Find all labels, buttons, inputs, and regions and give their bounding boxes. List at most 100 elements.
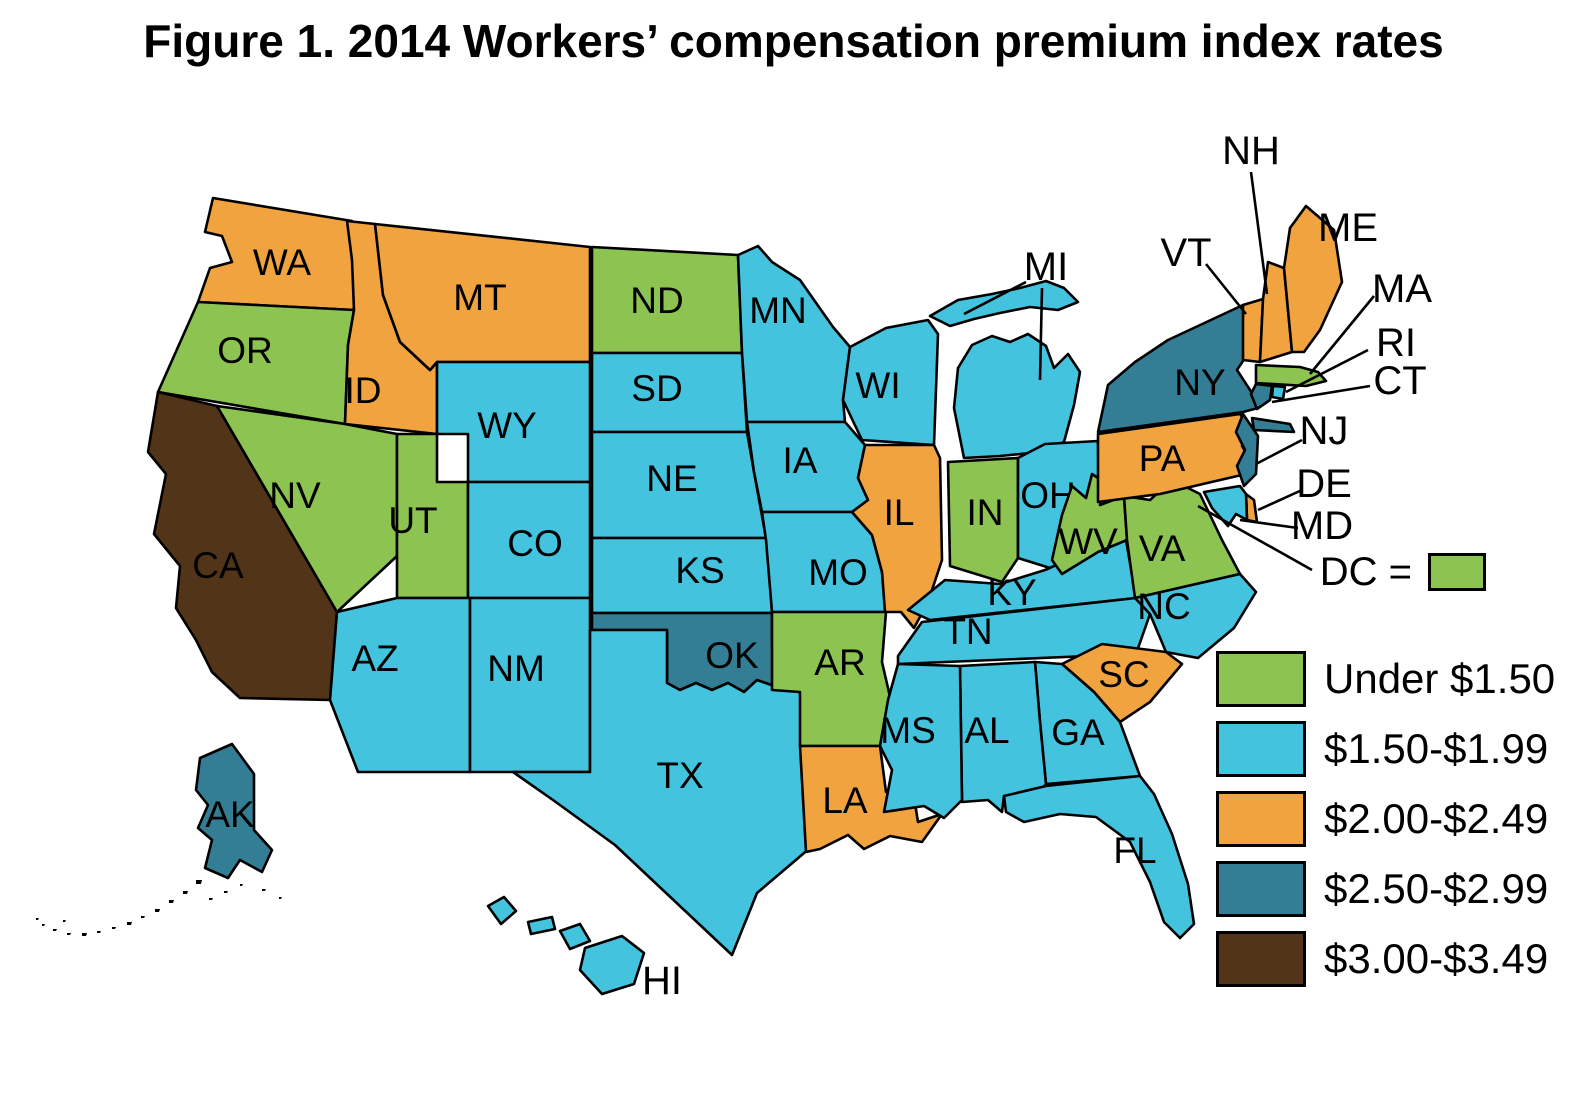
legend-item-b150_199: $1.50-$1.99	[1216, 720, 1555, 778]
state-label-mt: MT	[453, 277, 506, 318]
island-speck	[155, 909, 160, 912]
state-label-in: IN	[967, 492, 1004, 533]
state-ks: KS	[590, 536, 774, 615]
state-label-ky: KY	[987, 572, 1036, 613]
state-shape-ct	[1249, 382, 1274, 411]
callout-line-ri	[1285, 348, 1369, 394]
state-label-il: IL	[884, 492, 915, 533]
state-ms: MS	[878, 662, 964, 820]
state-label-az: AZ	[351, 638, 398, 679]
island-speck	[196, 880, 202, 884]
dc-callout-label: DC =	[1319, 549, 1412, 594]
state-label-al: AL	[964, 710, 1009, 751]
state-shape-wi	[841, 318, 940, 447]
legend-label-b150_199: $1.50-$1.99	[1324, 725, 1549, 772]
island-speck	[141, 916, 145, 918]
state-label-ak: AK	[205, 794, 255, 835]
state-label-ne: NE	[646, 458, 697, 499]
island-speck	[127, 922, 132, 925]
state-label-sd: SD	[631, 368, 682, 409]
callout-line-mi	[1038, 287, 1044, 381]
state-nm: NM	[468, 596, 592, 774]
state-va: VA	[1122, 478, 1242, 600]
callout-line-ct	[1271, 384, 1371, 404]
state-shape-ny	[1250, 416, 1296, 434]
state-shape-az	[328, 596, 472, 774]
legend: Under $1.50 $1.50-$1.99 $2.00-$2.49 $2.50-$…	[1216, 650, 1555, 1000]
legend-swatch-br300_349	[1216, 931, 1306, 987]
state-label-id: ID	[345, 370, 382, 411]
state-shape-ri	[1270, 384, 1287, 401]
island-speck	[63, 920, 66, 922]
state-label-ny: NY	[1174, 362, 1225, 403]
state-label-wy: WY	[477, 405, 537, 446]
dc-callout-swatch	[1428, 553, 1486, 591]
state-sc: SC	[1060, 642, 1184, 724]
state-shape-ak	[194, 742, 274, 880]
state-shape-mt	[373, 222, 592, 372]
callout-line-dc	[1197, 504, 1313, 572]
state-shape-hi	[578, 934, 646, 996]
state-label-wa: WA	[253, 242, 312, 283]
state-label-la: LA	[822, 780, 868, 821]
state-label-nd: ND	[630, 280, 683, 321]
island-speck	[183, 891, 188, 894]
island-speck	[240, 884, 243, 886]
state-label-va: VA	[1139, 528, 1186, 569]
state-label-ok: OK	[705, 635, 759, 676]
state-label-mn: MN	[749, 290, 807, 331]
legend-label-lt150: Under $1.50	[1324, 655, 1556, 702]
callout-label-de: DE	[1296, 462, 1352, 506]
state-label-or: OR	[217, 330, 273, 371]
state-ri	[1270, 384, 1287, 401]
state-la: LA	[798, 744, 944, 854]
state-label-ms: MS	[880, 710, 936, 751]
island-speck	[112, 927, 116, 929]
state-wa: WA	[196, 196, 356, 312]
callout-label-ri: RI	[1376, 321, 1416, 365]
state-label-fl: FL	[1113, 830, 1156, 871]
callout-label-nj: NJ	[1300, 409, 1349, 453]
state-ar: AR	[770, 610, 896, 748]
state-label-ga: GA	[1051, 712, 1105, 753]
legend-item-br300_349: $3.00-$3.49	[1216, 930, 1555, 988]
callout-line-nj	[1255, 438, 1303, 466]
state-co: CO	[466, 480, 592, 600]
legend-item-o200_249: $2.00-$2.49	[1216, 790, 1555, 848]
state-label-ks: KS	[675, 550, 724, 591]
state-ia: IA	[745, 420, 870, 514]
figure-title: Figure 1. 2014 Workers’ compensation pre…	[143, 15, 1444, 67]
callout-label-me: ME	[1318, 206, 1378, 250]
state-label-co: CO	[507, 523, 563, 564]
island-speck	[42, 924, 45, 926]
callout-label-ct: CT	[1373, 359, 1426, 403]
state-label-tn: TN	[943, 611, 992, 652]
legend-label-o200_249: $2.00-$2.49	[1324, 795, 1549, 842]
island-speck	[224, 891, 228, 893]
state-mi	[928, 279, 1082, 460]
legend-label-t250_299: $2.50-$2.99	[1324, 865, 1549, 912]
state-il: IL	[850, 443, 944, 630]
state-shape-nj	[1234, 412, 1260, 488]
state-shape-mi	[952, 332, 1082, 460]
legend-swatch-o200_249	[1216, 791, 1306, 847]
callout-line-de	[1257, 488, 1303, 512]
callout-label-mi: MI	[1024, 245, 1068, 289]
legend-swatch-t250_299	[1216, 861, 1306, 917]
state-nj	[1234, 412, 1260, 488]
state-label-ia: IA	[783, 440, 818, 481]
state-label-ut: UT	[388, 500, 437, 541]
legend-item-lt150: Under $1.50	[1216, 650, 1555, 708]
state-label-nc: NC	[1137, 586, 1190, 627]
state-shape-nc	[1133, 572, 1258, 660]
state-shape-ms	[878, 662, 964, 820]
callout-line-vt	[1204, 263, 1248, 315]
callout-label-md: MD	[1291, 504, 1353, 548]
state-shape-me	[1282, 204, 1344, 354]
state-shape-md	[1202, 484, 1249, 528]
callout-label-vt: VT	[1160, 231, 1211, 275]
state-nd: ND	[590, 245, 744, 355]
state-shape-hi	[558, 922, 592, 951]
state-label-sc: SC	[1098, 654, 1149, 695]
